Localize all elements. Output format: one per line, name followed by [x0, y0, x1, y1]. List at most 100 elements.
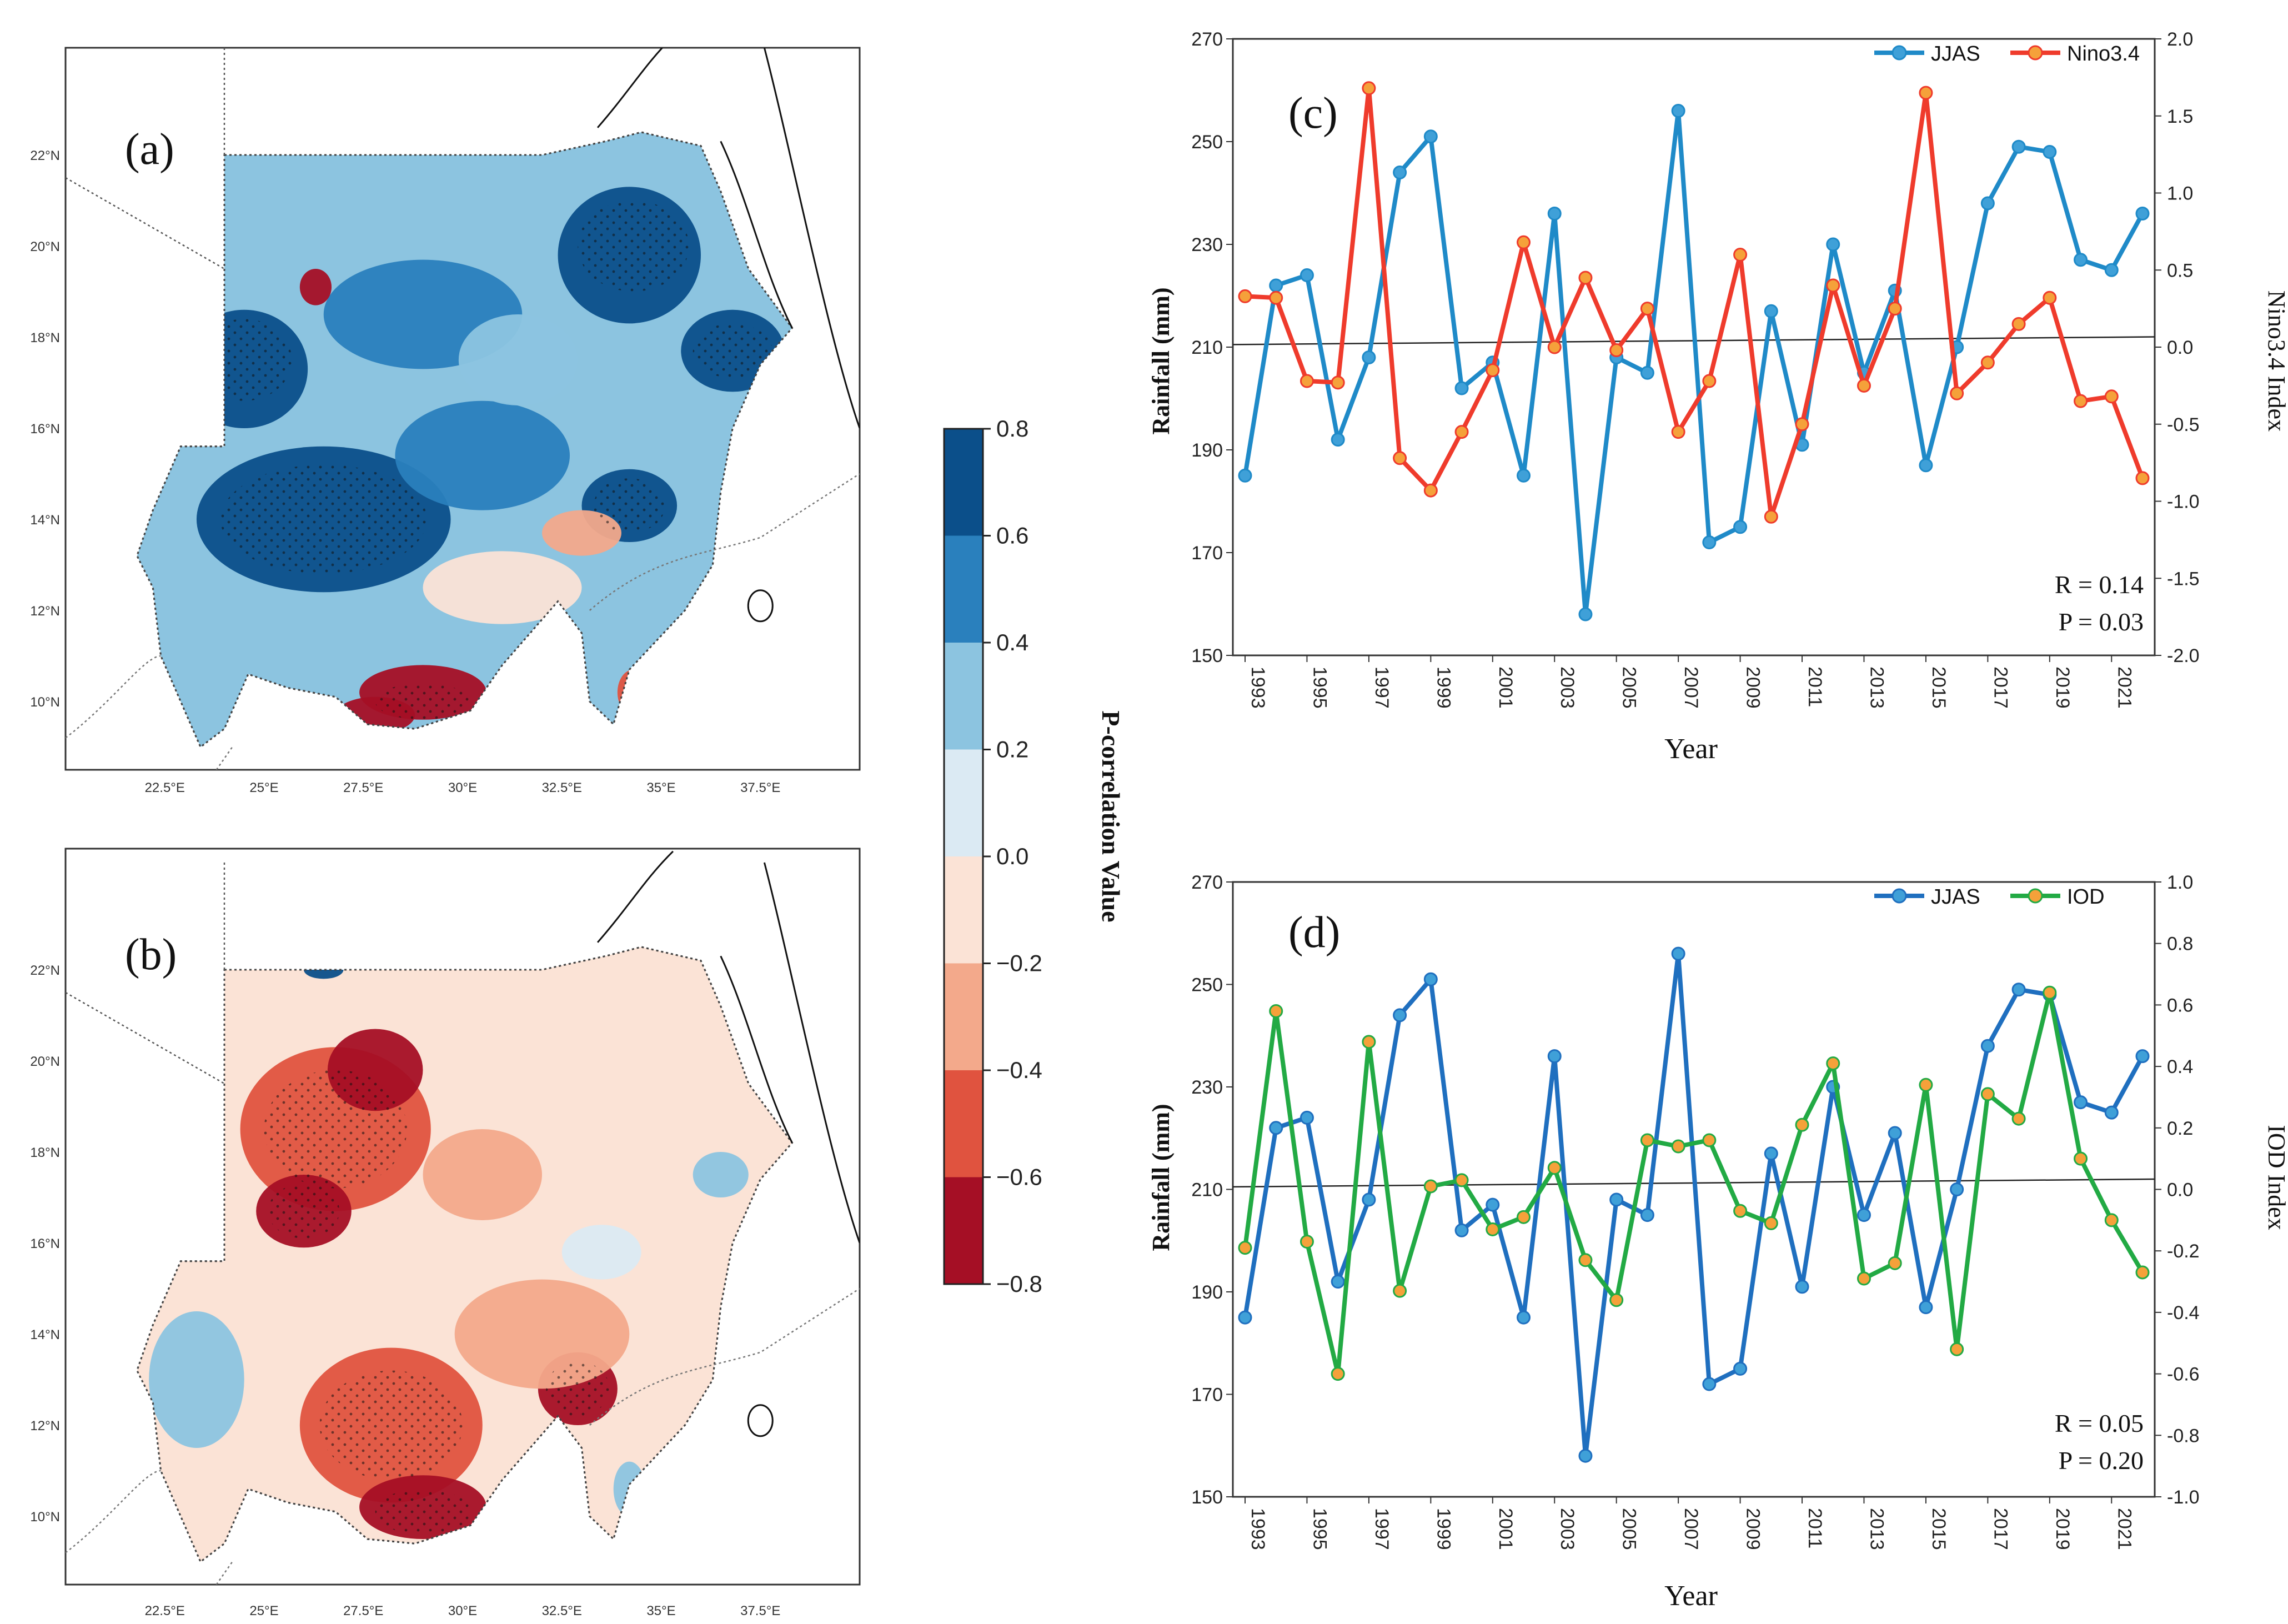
data-point	[1362, 1035, 1376, 1049]
chart-c-r-value: R = 0.14	[2055, 570, 2144, 599]
data-point	[1517, 1310, 1531, 1325]
lon-tick-label: 37.5°E	[740, 1603, 780, 1618]
data-point	[2104, 263, 2119, 277]
data-point	[1795, 1280, 1809, 1294]
data-point	[1454, 425, 1469, 439]
data-point	[1980, 196, 1995, 210]
lat-tick-label: 22°N	[30, 963, 60, 978]
data-point	[2011, 317, 2026, 331]
lon-tick-label: 32.5°E	[542, 780, 582, 795]
significance-stippling	[268, 1184, 340, 1239]
data-point	[1857, 1271, 1871, 1286]
significance-stippling	[578, 201, 689, 292]
data-point	[1733, 1361, 1748, 1376]
red-sea-coast	[720, 141, 793, 329]
data-point	[1609, 1293, 1624, 1307]
x-tick-label: 2015	[1928, 666, 1949, 709]
map-a-panel-label: (a)	[125, 125, 174, 174]
lon-tick-label: 27.5°E	[343, 780, 383, 795]
data-point	[1269, 1121, 1283, 1135]
x-tick-label: 2011	[1804, 666, 1825, 707]
data-point	[1609, 343, 1624, 358]
data-point	[1362, 350, 1376, 364]
y-tick-label: 190	[1191, 1282, 1223, 1303]
data-point	[2104, 1213, 2119, 1227]
legend-label: JJAS	[1931, 42, 1980, 66]
y-tick-label: 230	[1191, 1077, 1223, 1098]
data-point	[1238, 1241, 1252, 1255]
data-point	[1578, 607, 1593, 621]
data-point	[2011, 139, 2026, 154]
chart-d-y2label: IOD Index	[2263, 1125, 2288, 1230]
data-point	[1671, 425, 1685, 439]
map-panel-b: (b) 10°N 12°N 14°N 16°N 18°N 20°N 22°N 22.5°E 2…	[30, 848, 861, 1618]
chart-d-xlabel: Year	[1664, 1580, 1718, 1612]
y2-tick-label: 0.6	[2167, 995, 2193, 1016]
colorbar-segment	[944, 429, 983, 536]
chart-c-ylabel: Rainfall (mm)	[1147, 287, 1175, 434]
lon-tick-label: 30°E	[448, 1603, 477, 1618]
lat-tick-label: 16°N	[30, 1236, 60, 1251]
data-point	[1702, 1377, 1717, 1391]
x-tick-label: 1993	[1247, 1508, 1268, 1550]
data-point	[1919, 1300, 1933, 1315]
y-tick-label: 150	[1191, 645, 1223, 666]
correlation-patch	[423, 551, 582, 624]
data-point	[1299, 1235, 1314, 1249]
data-point	[1857, 378, 1871, 393]
data-point	[1423, 1179, 1438, 1194]
lon-tick-label: 25°E	[249, 1603, 278, 1618]
lat-tick-label: 14°N	[30, 513, 60, 528]
y-tick-label: 210	[1191, 1180, 1223, 1201]
x-tick-label: 2003	[1557, 666, 1578, 709]
x-tick-label: 2007	[1680, 1508, 1702, 1550]
colorbar-segment	[944, 963, 983, 1070]
data-point	[2011, 1111, 2026, 1126]
series-line-jjas	[1243, 108, 2145, 616]
x-tick-label: 2017	[1990, 666, 2011, 709]
sudan-border	[136, 131, 794, 749]
data-point	[1888, 1256, 1902, 1270]
data-point	[1795, 417, 1809, 432]
data-point	[1640, 302, 1654, 316]
data-point	[1423, 483, 1438, 498]
correlation-field	[180, 187, 785, 734]
data-point	[1547, 207, 1562, 220]
y-tick-label: 250	[1191, 975, 1223, 996]
data-point	[1299, 1110, 1314, 1125]
data-point	[1919, 458, 1933, 473]
correlation-patch	[454, 1279, 630, 1389]
y2-tick-label: 1.5	[2167, 106, 2193, 127]
data-point	[1888, 1126, 1902, 1140]
colorbar-tick-label: −0.4	[996, 1057, 1042, 1083]
data-point	[1980, 1087, 1995, 1101]
lat-tick-label: 20°N	[30, 239, 60, 254]
y-tick-label: 210	[1191, 337, 1223, 358]
map-panel-a: (a) 10°N 12°N 14°N 16°N 18°N 20°N 22°N 22.5°E 2…	[30, 47, 861, 795]
data-point	[1269, 290, 1283, 305]
lon-tick-label: 22.5°E	[145, 1603, 185, 1618]
y2-tick-label: -0.8	[2167, 1425, 2200, 1446]
data-point	[1517, 468, 1531, 483]
data-point	[1393, 1008, 1407, 1022]
x-tick-label: 2005	[1619, 1508, 1640, 1550]
data-point	[1362, 1192, 1376, 1207]
data-point	[1331, 1367, 1345, 1381]
lon-tick-label: 32.5°E	[542, 1603, 582, 1618]
x-tick-label: 1995	[1309, 666, 1330, 709]
data-point	[1733, 520, 1748, 534]
y-tick-label: 190	[1191, 440, 1223, 461]
red-sea-coast	[720, 955, 793, 1144]
data-point	[1826, 237, 1840, 252]
data-point	[2011, 983, 2026, 997]
lon-tick-label: 30°E	[448, 780, 477, 795]
data-point	[1764, 1146, 1778, 1161]
x-tick-label: 1995	[1309, 1508, 1330, 1550]
x-tick-label: 2019	[2052, 1508, 2073, 1550]
sudan-border	[136, 946, 794, 1563]
x-tick-label: 2021	[2114, 1508, 2135, 1550]
lake-tana	[747, 589, 774, 623]
arabia-coast	[763, 48, 860, 429]
chart-d-ylabel: Rainfall (mm)	[1147, 1104, 1175, 1251]
